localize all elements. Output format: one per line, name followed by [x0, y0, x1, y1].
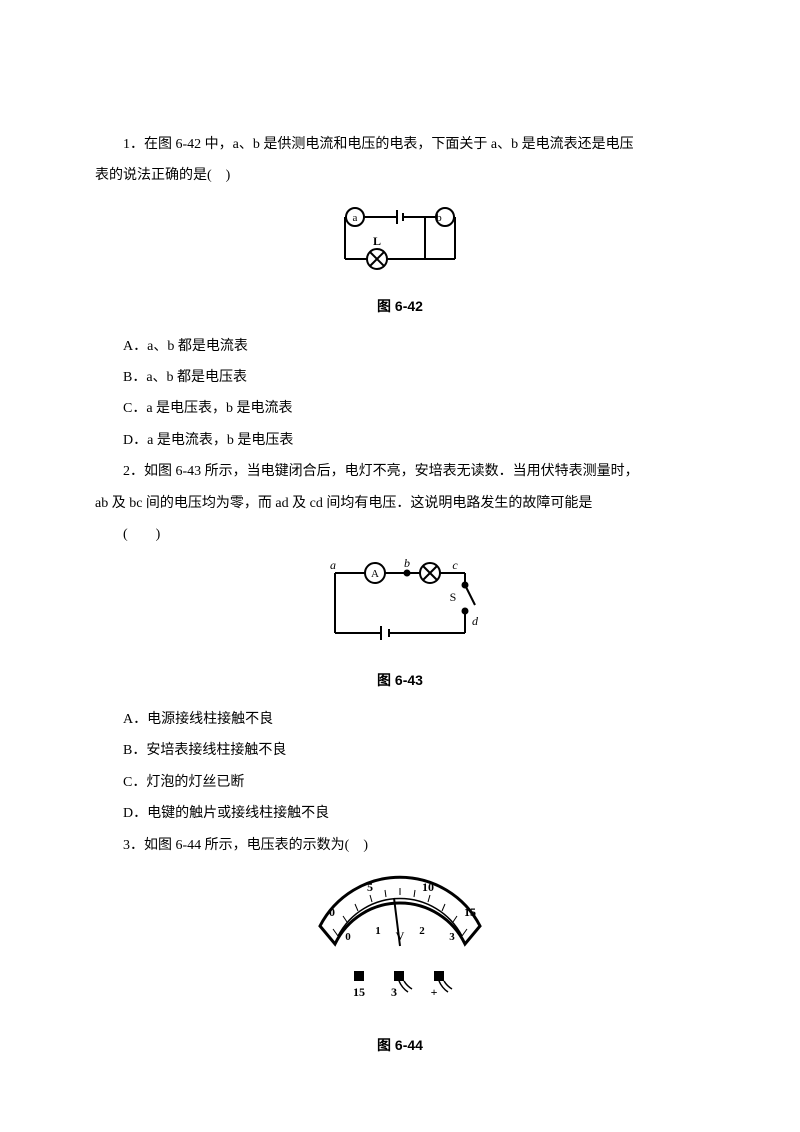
figure-6-43: A a b c d S 图 6-43: [95, 555, 705, 695]
label-a: a: [353, 212, 358, 224]
q2-option-c: C．灯泡的灯丝已断: [95, 768, 705, 797]
figure-6-44: 0 5 10 15 0 1 2 3 V 15 3 + 图 6-44: [95, 866, 705, 1061]
q2-option-a: A．电源接线柱接触不良: [95, 705, 705, 734]
q1-option-a: A．a、b 都是电流表: [95, 332, 705, 361]
q1-option-d: D．a 是电流表，b 是电压表: [95, 426, 705, 455]
q1-line2: 表的说法正确的是( ): [95, 161, 705, 190]
label-node-c: c: [452, 558, 458, 572]
q1-option-b: B．a、b 都是电压表: [95, 363, 705, 392]
q2-line3: ( ): [95, 520, 705, 549]
caption-6-44: 图 6-44: [95, 1031, 705, 1060]
scale-bot-1: 1: [375, 925, 381, 937]
q1-line1: 1．在图 6-42 中，a、b 是供测电流和电压的电表，下面关于 a、b 是电流…: [95, 130, 705, 159]
scale-top-5: 5: [367, 880, 373, 894]
circuit-6-42-svg: a b L: [325, 197, 475, 277]
scale-V: V: [396, 929, 405, 943]
label-node-a: a: [330, 558, 336, 572]
scale-top-0: 0: [329, 905, 335, 919]
scale-top-15: 15: [464, 905, 476, 919]
q2-option-b: B．安培表接线柱接触不良: [95, 736, 705, 765]
label-b: b: [436, 212, 442, 224]
terminal-15: 15: [353, 985, 365, 999]
q3-line1: 3．如图 6-44 所示，电压表的示数为( ): [95, 831, 705, 860]
q1-option-c: C．a 是电压表，b 是电流表: [95, 394, 705, 423]
label-node-b: b: [404, 556, 410, 570]
terminal-3: 3: [391, 985, 397, 999]
label-node-d: d: [472, 614, 479, 628]
figure-6-42: a b L 图 6-42: [95, 197, 705, 322]
scale-bot-3: 3: [449, 931, 455, 943]
scale-bot-0: 0: [345, 931, 351, 943]
circuit-6-43-svg: A a b c d S: [315, 555, 485, 650]
label-switch: S: [450, 590, 457, 604]
q2-line1: 2．如图 6-43 所示，当电键闭合后，电灯不亮，安培表无读数．当用伏特表测量时…: [95, 457, 705, 486]
voltmeter-6-44-svg: 0 5 10 15 0 1 2 3 V 15 3 +: [300, 866, 500, 1016]
label-L: L: [373, 234, 381, 248]
scale-top-10: 10: [422, 880, 434, 894]
q2-option-d: D．电键的触片或接线柱接触不良: [95, 799, 705, 828]
label-ammeter: A: [371, 568, 379, 580]
caption-6-42: 图 6-42: [95, 292, 705, 321]
terminal-plus: +: [431, 985, 438, 999]
q2-line2: ab 及 bc 间的电压均为零，而 ad 及 cd 间均有电压．这说明电路发生的…: [95, 489, 705, 518]
caption-6-43: 图 6-43: [95, 666, 705, 695]
scale-bot-2: 2: [419, 925, 425, 937]
